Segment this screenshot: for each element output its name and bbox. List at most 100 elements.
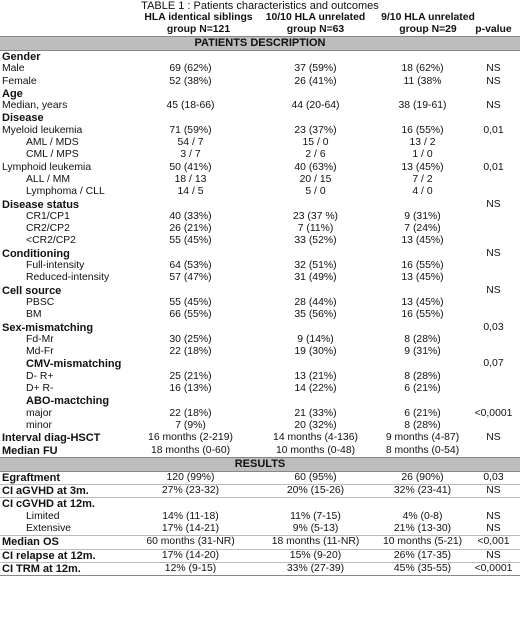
table-row: Lymphoid leukemia 50 (41%) 40 (63%) 13 (45%… [0, 162, 520, 174]
value-hla-identical: 12% (9-15) [128, 561, 253, 577]
value-10-10-unrelated: 40 (63%) [294, 161, 337, 173]
value-hla-identical: 55 (45%) [169, 296, 212, 308]
table-row: Disease [0, 112, 520, 124]
table-row: ALL / MM 18 / 13 20 / 15 7 / 2 [0, 174, 520, 186]
p-value: <0,0001 [474, 407, 513, 419]
value-10-10-unrelated: 7 (11%) [297, 223, 334, 235]
value-9-10-unrelated: 6 (21%) [404, 383, 441, 395]
value-9-10-unrelated [378, 395, 467, 407]
table-row: Extensive 17% (14-21) 9% (5-13) 21% (13-30)… [0, 523, 520, 536]
value-hla-identical [128, 88, 253, 100]
table-row: ABO-mactching [0, 395, 520, 407]
section-header-row: RESULTS [0, 456, 520, 472]
value-hla-identical: 14 / 5 [177, 186, 204, 198]
p-value [467, 346, 520, 358]
value-9-10-unrelated [378, 358, 467, 370]
row-label: D- R+ [26, 370, 54, 382]
section-title: RESULTS [0, 456, 520, 472]
value-hla-identical: 66 (55%) [169, 309, 212, 321]
row-label: Lymphoma / CLL [26, 186, 105, 198]
p-value [467, 211, 520, 223]
value-9-10-unrelated: 16 (55%) [401, 309, 444, 321]
table-caption: TABLE 1 : Patients characteristics and o… [141, 0, 379, 12]
table-row: Egraftment 120 (99%) 60 (95%) 26 (90%) 0,03 [0, 470, 520, 485]
p-value [467, 137, 520, 149]
p-value: NS [486, 198, 501, 210]
p-value [467, 174, 520, 186]
value-9-10-unrelated [378, 285, 467, 297]
row-label: AML / MDS [26, 137, 79, 149]
value-9-10-unrelated: 8 (28%) [404, 333, 441, 345]
p-value: 0,03 [467, 470, 520, 485]
p-value: NS [486, 510, 501, 522]
value-10-10-unrelated: 33% (27-39) [253, 561, 378, 577]
value-9-10-unrelated: 26% (17-35) [378, 548, 467, 563]
value-9-10-unrelated: 38 (19-61) [398, 100, 447, 112]
p-value [467, 395, 520, 407]
table-row: CI relapse at 12m. 17% (14-20) 15% (9-20) 2… [0, 548, 520, 563]
value-10-10-unrelated: 15 / 0 [302, 137, 329, 149]
value-10-10-unrelated: 33 (52%) [294, 235, 337, 247]
row-label: Median OS [0, 535, 128, 550]
row-label: D+ R- [26, 383, 54, 395]
p-value [467, 260, 520, 272]
value-hla-identical: 54 / 7 [177, 137, 204, 149]
section-header-row: PATIENTS DESCRIPTION [0, 36, 520, 51]
value-hla-identical: 22 (18%) [169, 346, 212, 358]
value-9-10-unrelated: 26 (90%) [378, 470, 467, 485]
row-label: Conditioning [2, 247, 70, 260]
table-row: Interval diag-HSCT 16 months (2-219) 14 mo… [0, 432, 520, 444]
value-10-10-unrelated: 37 (59%) [294, 63, 337, 75]
value-9-10-unrelated: 7 (24%) [404, 223, 441, 235]
table-row: CMV-mismatching 0,07 [0, 358, 520, 370]
value-10-10-unrelated [253, 51, 378, 64]
value-hla-identical: 14% (11-18) [162, 510, 219, 522]
table-row: Full-intensity 64 (53%) 32 (51%) 16 (55%) [0, 260, 520, 272]
value-10-10-unrelated: 31 (49%) [294, 272, 337, 284]
value-9-10-unrelated: 16 (55%) [401, 260, 444, 272]
row-label: CMV-mismatching [26, 358, 122, 371]
row-label: Disease status [2, 198, 80, 211]
row-label: Cell source [2, 284, 62, 297]
value-9-10-unrelated: 8 (28%) [404, 419, 441, 431]
header-pvalue: p-value [475, 24, 512, 35]
value-hla-identical: 120 (99%) [128, 470, 253, 485]
table-row: CI TRM at 12m. 12% (9-15) 33% (27-39) 45% (… [0, 561, 520, 577]
value-9-10-unrelated: 13 (45%) [401, 161, 444, 173]
row-label: Male [2, 63, 25, 75]
value-10-10-unrelated: 44 (20-64) [291, 100, 340, 112]
value-hla-identical [128, 358, 253, 370]
table-row: Lymphoma / CLL 14 / 5 5 / 0 4 / 0 [0, 186, 520, 198]
p-value: 0,07 [483, 358, 504, 370]
row-label: Full-intensity [26, 260, 85, 272]
value-hla-identical [128, 285, 253, 297]
p-value: NS [486, 284, 501, 296]
table-row: CI cGVHD at 12m. [0, 497, 520, 511]
value-hla-identical: 55 (45%) [169, 235, 212, 247]
value-hla-identical [128, 199, 253, 211]
value-10-10-unrelated [253, 88, 378, 100]
row-label: CR2/CP2 [26, 223, 70, 235]
value-hla-identical: 26 (21%) [169, 223, 212, 235]
row-label: Disease [2, 112, 44, 125]
value-10-10-unrelated: 13 (21%) [294, 370, 337, 382]
p-value [467, 112, 520, 124]
value-10-10-unrelated [253, 285, 378, 297]
value-10-10-unrelated [253, 112, 378, 124]
value-hla-identical: 16 (13%) [169, 383, 212, 395]
table-row: Fd-Mr 30 (25%) 9 (14%) 8 (28%) [0, 334, 520, 346]
p-value [467, 309, 520, 321]
value-hla-identical [128, 322, 253, 334]
table-row: Reduced-intensity 57 (47%) 31 (49%) 13 (45%… [0, 272, 520, 284]
value-10-10-unrelated: 32 (51%) [294, 260, 337, 272]
value-hla-identical: 18 months (0-60) [150, 444, 231, 456]
table-row: Cell source NS [0, 285, 520, 297]
value-9-10-unrelated [378, 199, 467, 211]
row-label: Median FU [2, 444, 58, 457]
value-hla-identical: 25 (21%) [169, 370, 212, 382]
row-label: ALL / MM [26, 173, 71, 185]
p-value [467, 445, 520, 458]
value-9-10-unrelated: 10 months (5-21) [378, 535, 467, 550]
table-row: BM 66 (55%) 35 (56%) 16 (55%) [0, 309, 520, 321]
row-label: Lymphoid leukemia [2, 161, 92, 173]
